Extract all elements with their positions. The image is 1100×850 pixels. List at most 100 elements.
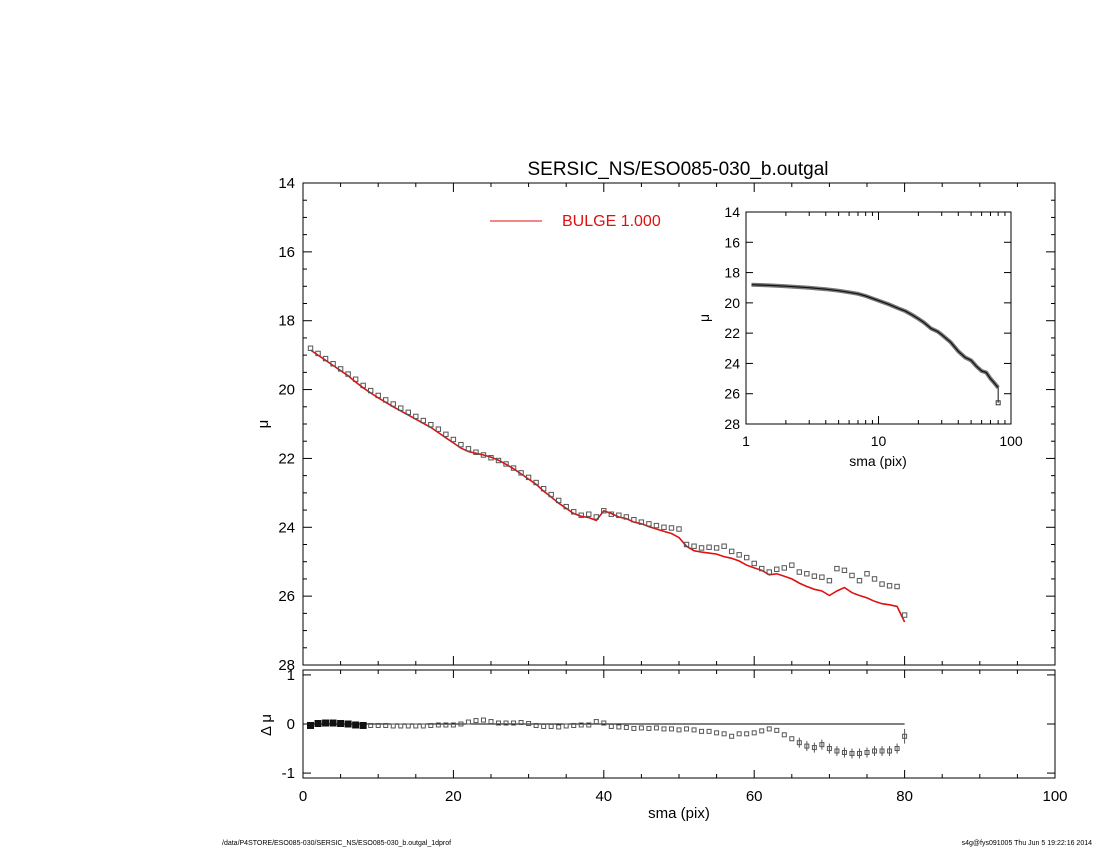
data-point	[390, 401, 396, 407]
inset-y-tick-label: 24	[724, 355, 740, 371]
residual-point	[691, 727, 697, 733]
inset-y-tick-label: 28	[724, 416, 740, 432]
residual-point	[435, 722, 441, 728]
data-point	[601, 508, 607, 514]
residual-point	[526, 721, 532, 727]
residual-y-tick-label: -1	[282, 765, 295, 782]
inset-y-tick-labels: 14 16 18 20 22 24 26 28	[724, 204, 740, 432]
residual-x-axis-label: sma (pix)	[648, 805, 710, 822]
residual-point	[428, 722, 434, 728]
main-panel: 14 16 18 20 22 24 26 28 μ BULGE 1.000	[255, 175, 1056, 674]
residual-point	[390, 723, 396, 729]
residual-point	[601, 720, 607, 726]
residual-point	[789, 736, 795, 742]
inset-y-tick-label: 14	[724, 204, 740, 220]
data-point	[405, 409, 411, 415]
residual-series	[307, 717, 908, 759]
data-point	[337, 366, 344, 372]
residual-point	[774, 727, 780, 733]
residual-point	[314, 720, 322, 728]
residual-point	[759, 728, 765, 734]
data-point	[413, 413, 419, 420]
data-point	[563, 503, 569, 510]
main-y-tick-label: 20	[278, 382, 295, 399]
residual-point	[744, 731, 750, 737]
data-point	[578, 512, 584, 518]
data-point	[571, 509, 577, 515]
main-y-tick-label: 26	[278, 588, 295, 605]
data-point	[886, 583, 893, 589]
data-point	[781, 565, 787, 571]
residual-panel: -101 Δ μ 0 20 40 60 80 100 sma (pix)	[258, 667, 1068, 822]
data-point	[352, 376, 359, 382]
residual-point	[337, 720, 345, 728]
residual-point	[541, 723, 547, 729]
residual-point	[503, 720, 509, 726]
data-point	[796, 569, 803, 575]
inset-y-tick-label: 18	[724, 265, 740, 281]
inset-tail-point	[995, 400, 1001, 406]
residual-axis-ticks	[302, 670, 1056, 778]
data-point	[608, 511, 615, 517]
main-y-tick-label: 22	[278, 450, 295, 467]
residual-point	[473, 718, 479, 724]
residual-point	[375, 722, 381, 728]
data-point	[623, 514, 630, 520]
data-point	[894, 583, 900, 590]
residual-point	[781, 732, 787, 738]
main-y-tick-label: 14	[278, 175, 295, 192]
data-point	[849, 572, 855, 579]
data-point	[691, 543, 697, 549]
residual-point	[661, 726, 667, 732]
data-point	[901, 612, 908, 618]
data-point	[398, 405, 404, 411]
data-point	[555, 497, 562, 504]
inset-x-tick-labels: 1 10 100	[742, 433, 1023, 449]
residual-point	[488, 719, 494, 725]
residual-point	[344, 720, 352, 728]
residual-point	[533, 722, 539, 728]
residual-point	[383, 722, 389, 728]
data-point	[856, 577, 863, 584]
residual-y-tick-label: 0	[287, 716, 295, 733]
data-point	[533, 479, 539, 486]
data-point	[676, 526, 682, 532]
data-point	[871, 576, 878, 582]
residual-point	[518, 720, 524, 726]
residual-point	[593, 719, 599, 725]
data-point	[736, 552, 742, 558]
legend: BULGE 1.000	[490, 213, 661, 230]
data-point	[653, 522, 660, 529]
data-point	[789, 562, 795, 568]
data-series	[307, 345, 908, 618]
data-point	[435, 426, 442, 432]
residual-point	[721, 731, 727, 737]
residual-point	[329, 719, 337, 727]
residual-point	[578, 722, 584, 728]
data-point	[510, 465, 517, 471]
data-point	[443, 431, 449, 438]
residual-point	[714, 730, 720, 736]
residual-point	[684, 726, 690, 732]
residual-point	[729, 733, 735, 739]
data-point	[330, 361, 336, 367]
residual-point	[556, 724, 562, 730]
residual-point	[368, 722, 374, 728]
residual-point	[496, 720, 502, 726]
data-point	[518, 470, 524, 476]
plot-title: SERSIC_NS/ESO085-030_b.outgal	[527, 159, 828, 180]
residual-x-tick-label: 80	[896, 788, 913, 805]
main-y-tick-label: 18	[278, 313, 295, 330]
residual-point	[736, 731, 742, 737]
residual-point	[359, 721, 367, 729]
data-point	[721, 543, 727, 549]
data-point	[683, 541, 690, 548]
data-point	[307, 345, 314, 351]
residual-point	[465, 719, 471, 725]
data-point	[375, 392, 381, 399]
data-point	[420, 417, 427, 424]
data-point	[465, 446, 472, 452]
main-y-tick-label: 24	[278, 519, 295, 536]
data-point	[616, 512, 622, 518]
